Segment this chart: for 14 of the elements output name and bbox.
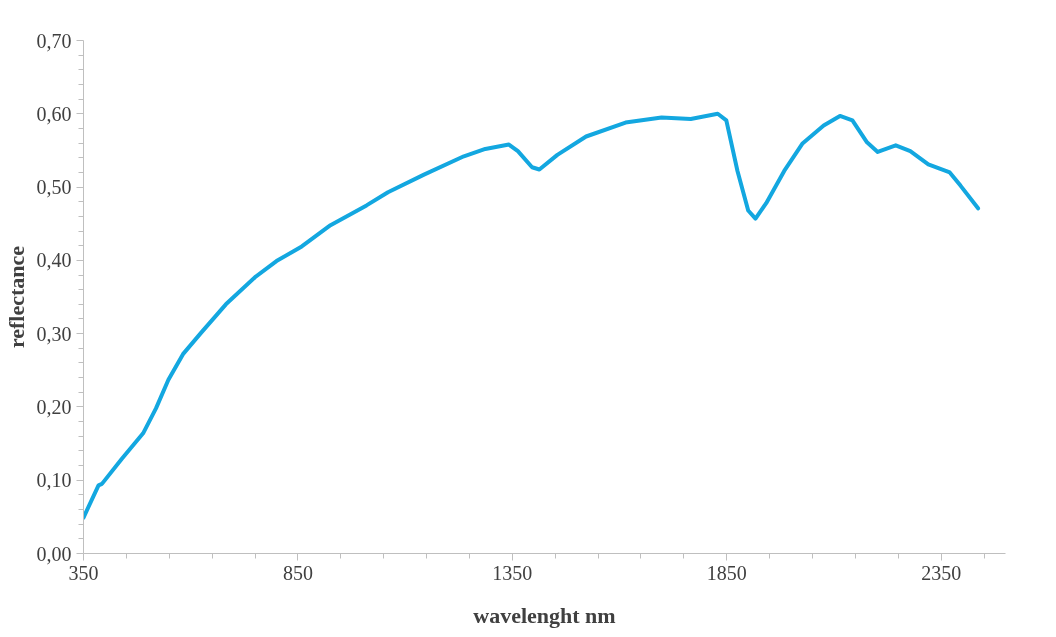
y-tick-label: 0,40 [36, 249, 72, 272]
x-tick-label: 1350 [492, 561, 533, 584]
y-tick-label: 0,20 [36, 395, 72, 418]
y-axis-title: reflectance [3, 245, 29, 349]
x-tick-label: 1850 [706, 561, 747, 584]
y-tick-label: 0,70 [36, 29, 72, 52]
x-axis-title: wavelenght nm [473, 602, 616, 628]
line-series [83, 111, 981, 520]
y-tick-label: 0,60 [36, 102, 72, 125]
y-tick-label: 0,30 [36, 322, 72, 345]
x-tick-label: 2350 [921, 561, 962, 584]
y-tick-label: 0,10 [36, 469, 72, 492]
y-tick-label: 0,50 [36, 176, 72, 199]
x-tick-label: 850 [282, 561, 313, 584]
